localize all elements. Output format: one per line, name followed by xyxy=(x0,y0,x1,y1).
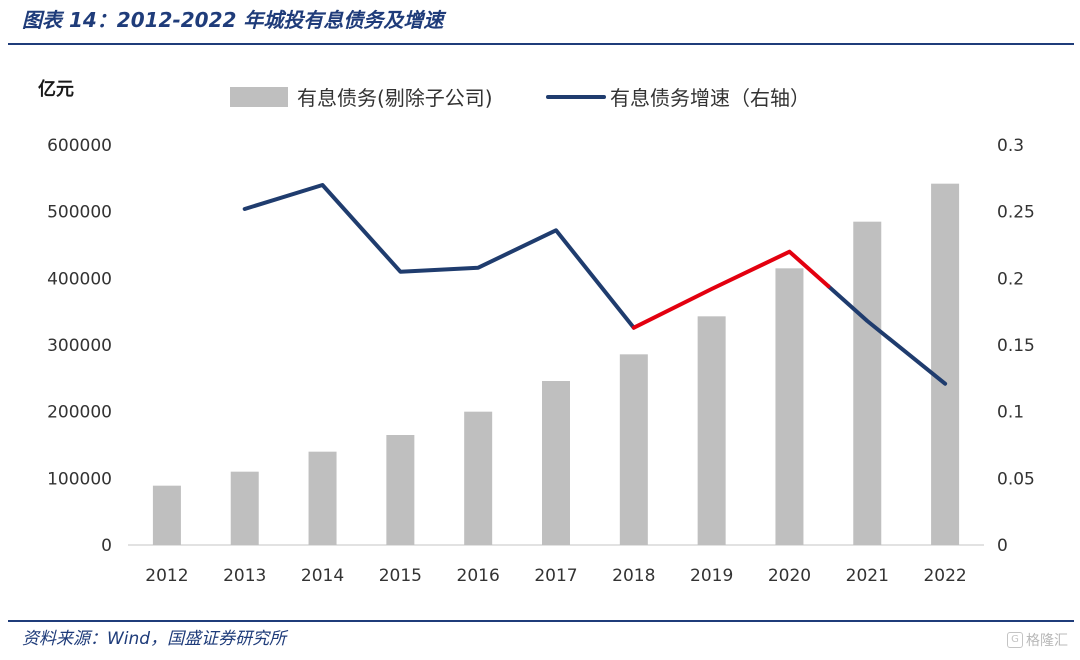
bar xyxy=(775,268,804,545)
bar xyxy=(853,221,882,545)
bar xyxy=(619,354,648,545)
x-tick-label: 2022 xyxy=(923,566,966,586)
bar xyxy=(386,435,415,545)
x-tick-label: 2015 xyxy=(379,566,422,586)
y-tick-label: 400000 xyxy=(47,269,112,289)
watermark-text: 格隆汇 xyxy=(1026,633,1068,649)
watermark-logo-icon: G xyxy=(1007,632,1023,648)
bar xyxy=(931,183,960,545)
footer-rule xyxy=(8,620,1074,622)
y2-tick-label: 0.3 xyxy=(997,136,1024,156)
source-note: 资料来源：Wind，国盛证券研究所 xyxy=(22,629,287,649)
x-tick-label: 2012 xyxy=(145,566,188,586)
x-tick-label: 2016 xyxy=(457,566,500,586)
growth-line-segment-highlight xyxy=(631,249,831,330)
x-tick-label: 2013 xyxy=(223,566,266,586)
y-axis-unit-label: 亿元 xyxy=(38,78,74,100)
y-tick-label: 100000 xyxy=(47,469,112,489)
legend-line-label: 有息债务增速（右轴） xyxy=(610,86,810,110)
bar xyxy=(152,485,181,545)
legend-bar-label: 有息债务(剔除子公司) xyxy=(297,86,493,110)
y2-tick-label: 0.25 xyxy=(997,203,1035,223)
y-tick-label: 500000 xyxy=(47,203,112,223)
x-tick-label: 2019 xyxy=(690,566,733,586)
x-tick-label: 2021 xyxy=(846,566,889,586)
growth-line-segment-early xyxy=(242,183,636,330)
figure-title: 图表 14：2012-2022 年城投有息债务及增速 xyxy=(22,8,444,32)
bar xyxy=(230,471,259,545)
watermark: G 格隆汇 xyxy=(1007,630,1068,650)
bar xyxy=(697,316,726,545)
bar xyxy=(464,411,493,545)
y-tick-label: 200000 xyxy=(47,403,112,423)
y2-tick-label: 0.1 xyxy=(997,403,1024,423)
title-rule xyxy=(8,43,1074,45)
y-tick-label: 600000 xyxy=(47,136,112,156)
y2-tick-label: 0.15 xyxy=(997,336,1035,356)
x-tick-label: 2014 xyxy=(301,566,344,586)
x-tick-label: 2018 xyxy=(612,566,655,586)
x-tick-label: 2020 xyxy=(768,566,811,586)
y2-tick-label: 0.2 xyxy=(997,269,1024,289)
bar xyxy=(308,451,337,545)
legend-bar-swatch xyxy=(230,87,288,107)
bar xyxy=(542,381,570,545)
y2-tick-label: 0 xyxy=(997,536,1008,556)
x-tick-label: 2017 xyxy=(534,566,577,586)
y-tick-label: 300000 xyxy=(47,336,112,356)
chart: 亿元 0 100000 200000 300000 400000 500000 600000… xyxy=(38,78,1035,586)
y-tick-label: 0 xyxy=(101,536,112,556)
y2-tick-label: 0.05 xyxy=(997,469,1035,489)
growth-line-segment-late xyxy=(826,284,948,386)
